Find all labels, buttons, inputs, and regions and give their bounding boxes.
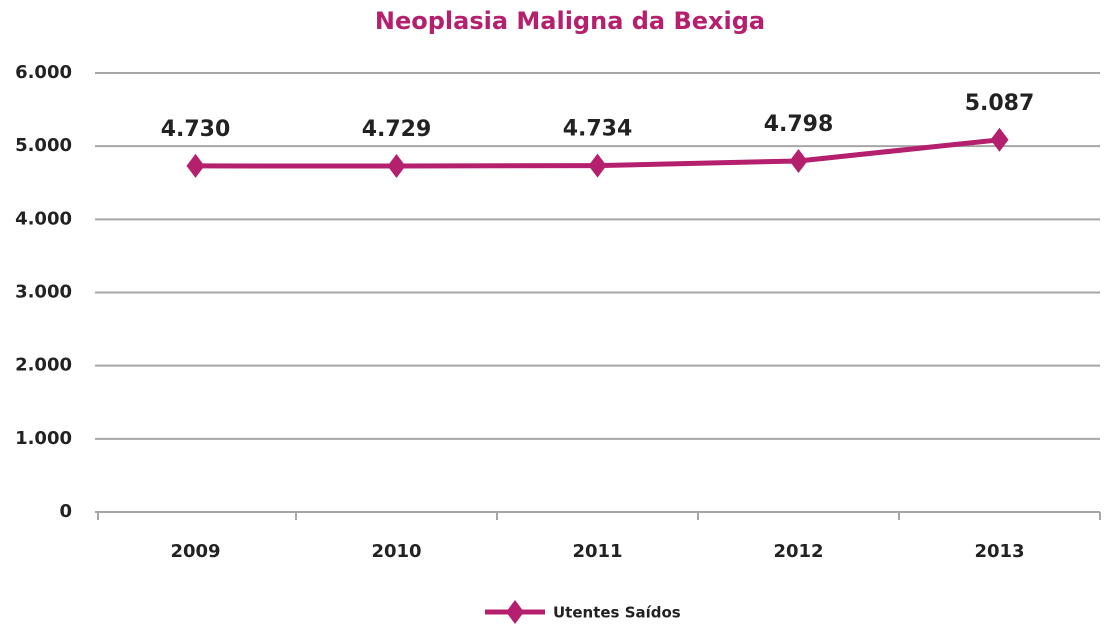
data-label: 4.730	[161, 117, 231, 142]
x-tick-label: 2010	[371, 541, 421, 562]
y-tick-label: 0	[59, 501, 72, 522]
y-tick-label: 6.000	[15, 62, 72, 83]
y-tick-label: 4.000	[15, 208, 72, 229]
data-label: 4.798	[764, 112, 834, 137]
marker	[990, 127, 1009, 152]
x-tick-label: 2013	[974, 541, 1024, 562]
marker	[789, 148, 808, 173]
x-tick-label: 2009	[170, 541, 220, 562]
legend-marker	[506, 600, 524, 624]
marker	[387, 153, 406, 178]
data-label: 5.087	[965, 91, 1035, 116]
y-tick-label: 1.000	[15, 428, 72, 449]
data-label: 4.729	[362, 117, 432, 142]
data-label: 4.734	[563, 117, 633, 142]
marker	[186, 153, 205, 178]
chart-title: Neoplasia Maligna da Bexiga	[375, 7, 765, 35]
y-tick-label: 2.000	[15, 355, 72, 376]
legend-label: Utentes Saídos	[553, 604, 681, 622]
marker	[588, 153, 607, 178]
x-tick-label: 2012	[773, 541, 823, 562]
y-tick-label: 3.000	[15, 282, 72, 303]
y-tick-label: 5.000	[15, 135, 72, 156]
x-tick-label: 2011	[572, 541, 622, 562]
